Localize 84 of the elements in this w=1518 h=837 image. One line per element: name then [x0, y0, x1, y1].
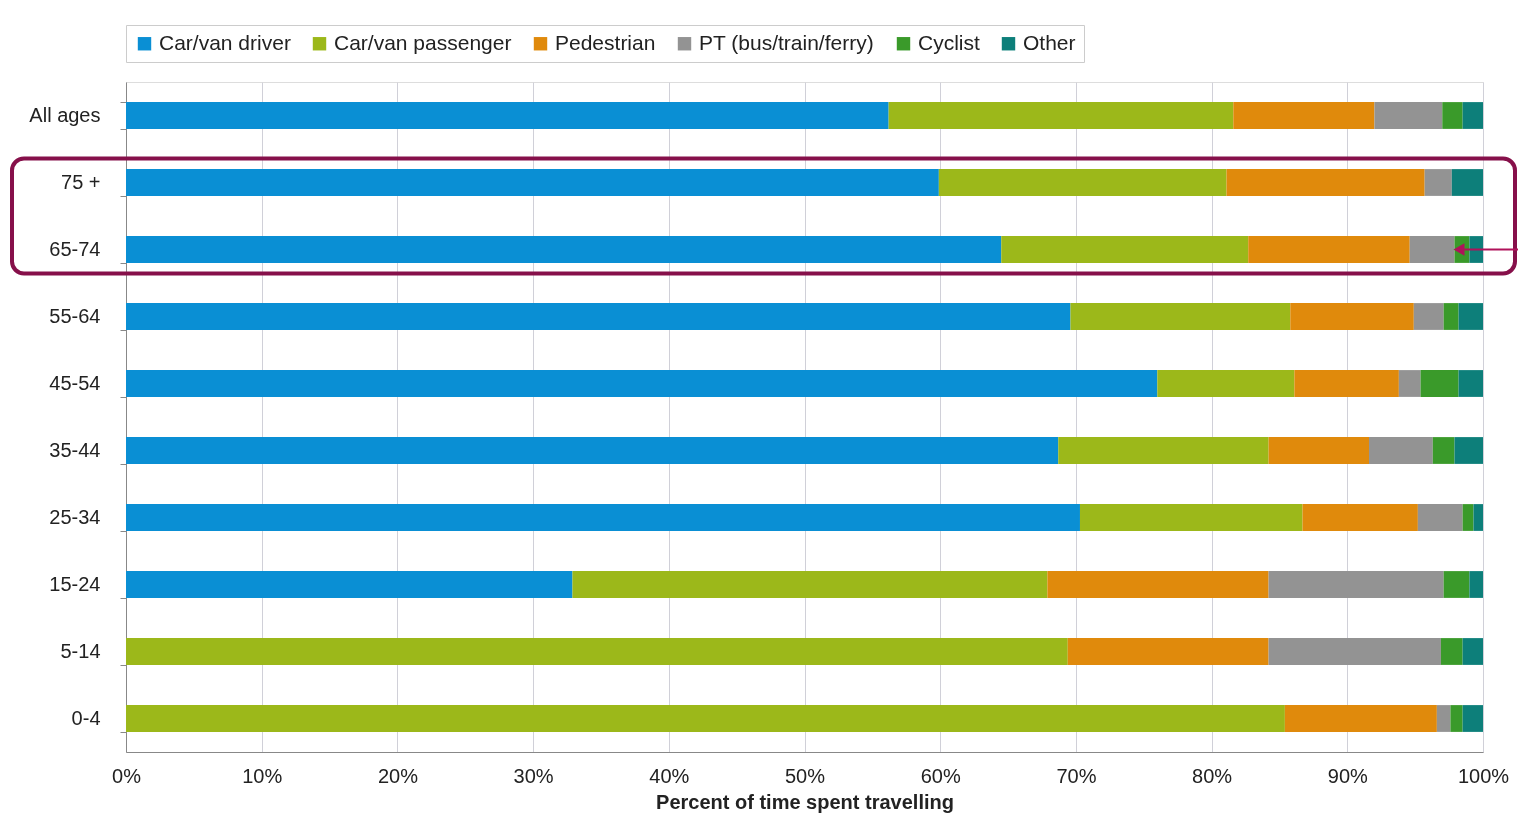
bar: [1469, 236, 1483, 263]
bar: [1302, 504, 1418, 531]
bar: [1442, 102, 1463, 129]
bar: [1450, 705, 1463, 732]
bar: [1157, 370, 1295, 397]
legend-label: Car/van driver: [159, 30, 291, 54]
bar: [1458, 303, 1483, 330]
bar: [1398, 370, 1421, 397]
y-tick-label: 0-4: [71, 707, 101, 729]
bar: [1451, 169, 1483, 196]
bar: [1413, 303, 1444, 330]
x-tick-label: 90%: [1327, 764, 1369, 787]
bar: [1226, 169, 1425, 196]
x-tick-label: 20%: [377, 764, 419, 787]
legend-label: Pedestrian: [555, 30, 656, 54]
bar: [1458, 370, 1483, 397]
y-tick-label: 25-34: [49, 506, 101, 528]
bar: [126, 504, 1080, 531]
bar: [1369, 437, 1433, 464]
bar: [1294, 370, 1399, 397]
bar: [1462, 638, 1483, 665]
bar: [126, 236, 1002, 263]
bar: [1469, 571, 1483, 598]
bar: [1443, 571, 1470, 598]
bar: [1067, 638, 1269, 665]
bar: [126, 437, 1059, 464]
x-tick-label: 30%: [513, 764, 554, 787]
bar: [1374, 102, 1443, 129]
legend-label: PT (bus/train/ferry): [699, 30, 874, 54]
bar: [1432, 437, 1455, 464]
bar: [1268, 638, 1441, 665]
bar: [126, 705, 1285, 732]
bar: [572, 571, 1048, 598]
bar: [888, 102, 1234, 129]
bar: [1290, 303, 1414, 330]
y-tick-label: All ages: [29, 104, 101, 126]
bar: [126, 638, 1068, 665]
bar: [1268, 571, 1444, 598]
bar: [1409, 236, 1455, 263]
bar: [1417, 504, 1463, 531]
bar: [126, 571, 573, 598]
legend-label: Cyclist: [918, 30, 980, 54]
x-tick-label: 100%: [1457, 764, 1510, 787]
x-tick-label: 80%: [1192, 764, 1233, 787]
bar: [1424, 169, 1452, 196]
y-tick-label: 35-44: [49, 439, 101, 461]
bar: [1268, 437, 1370, 464]
x-tick-label: 70%: [1056, 764, 1097, 787]
bar: [1248, 236, 1410, 263]
x-tick-label: 40%: [649, 764, 690, 787]
bar: [126, 169, 939, 196]
legend-label: Other: [1023, 30, 1076, 54]
y-tick-label: 55-64: [49, 305, 101, 327]
legend-label: Car/van passenger: [334, 30, 512, 54]
y-tick-label: 65-74: [49, 238, 101, 260]
bar: [1473, 504, 1483, 531]
bar: [1058, 437, 1269, 464]
bar: [1233, 102, 1375, 129]
x-tick-label: 10%: [242, 764, 283, 787]
bar: [1079, 504, 1303, 531]
bar: [126, 370, 1158, 397]
bar: [1001, 236, 1249, 263]
x-tick-label: 50%: [784, 764, 826, 787]
bar: [1284, 705, 1437, 732]
x-axis-title: Percent of time spent travelling: [656, 790, 954, 813]
y-tick-label: 45-54: [49, 372, 101, 394]
bar: [1462, 102, 1483, 129]
bar: [1462, 504, 1474, 531]
bar: [1420, 370, 1459, 397]
bar: [1443, 303, 1459, 330]
y-tick-label: 5-14: [60, 640, 101, 662]
bar: [1454, 437, 1483, 464]
bar: [1047, 571, 1269, 598]
bar: [1462, 705, 1483, 732]
bar: [126, 102, 889, 129]
x-tick-label: 0%: [112, 764, 142, 787]
bar: [1440, 638, 1463, 665]
y-tick-label: 75 +: [61, 171, 101, 193]
y-tick-label: 15-24: [49, 573, 101, 595]
bar: [938, 169, 1227, 196]
bar: [1070, 303, 1291, 330]
x-tick-label: 60%: [920, 764, 961, 787]
bar: [126, 303, 1071, 330]
bar: [1436, 705, 1451, 732]
